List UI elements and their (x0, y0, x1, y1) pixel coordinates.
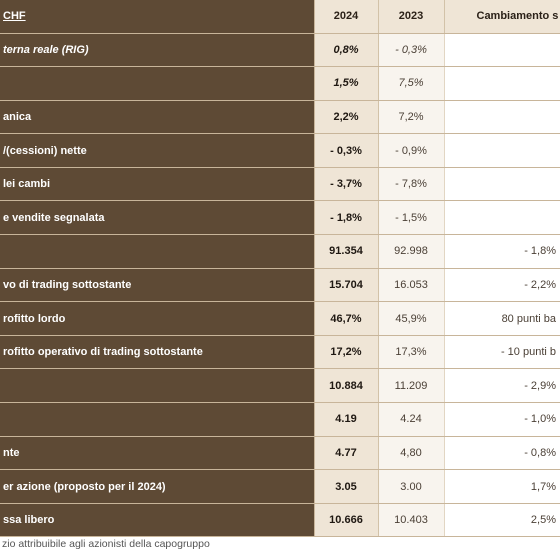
change-cell (444, 33, 560, 68)
footnote: zio attribuibile agli azionisti della ca… (2, 538, 210, 550)
value-2024-cell: 10.666 (314, 503, 379, 538)
table-row: 1,5% 7,5% (0, 66, 560, 101)
value-2023-cell: 16.053 (378, 268, 445, 303)
change-cell: 1,7% (444, 469, 560, 504)
value-2023-cell: 17,3% (378, 335, 445, 370)
table-row: 91.354 92.998- 1,8% (0, 234, 560, 269)
change-cell (444, 200, 560, 236)
header-change: Cambiamento s (444, 0, 560, 34)
table-row: vo di trading sottostante 15.704 16.053- 2… (0, 268, 560, 303)
change-cell: - 2,2% (444, 268, 560, 303)
value-2023-cell: - 7,8% (378, 167, 445, 202)
table-row: terna reale (RIG) 0,8% - 0,3% (0, 33, 560, 68)
row-label-cell: rofitto lordo (0, 301, 315, 336)
value-2024-cell: 91.354 (314, 234, 379, 269)
header-label-cell: CHF (0, 0, 315, 34)
value-2024-cell: 2,2% (314, 100, 379, 135)
row-label-cell: rofitto operativo di trading sottostante (0, 335, 315, 370)
row-label-cell (0, 368, 315, 404)
value-2023-cell: 7,5% (378, 66, 445, 101)
header-year-2023: 2023 (378, 0, 445, 34)
change-cell: - 1,0% (444, 402, 560, 437)
value-2023-cell: 3.00 (378, 469, 445, 504)
value-2023-cell: 10.403 (378, 503, 445, 538)
financial-table: CHF 2024 2023 Cambiamento s terna reale … (0, 0, 560, 538)
change-cell: - 10 punti b (444, 335, 560, 370)
row-label-cell (0, 234, 315, 269)
header-year-2024: 2024 (314, 0, 379, 34)
table-header-row: CHF 2024 2023 Cambiamento s (0, 0, 560, 34)
table-row: er azione (proposto per il 2024) 3.05 3.00… (0, 469, 560, 504)
value-2023-cell: 4.24 (378, 402, 445, 437)
change-cell (444, 167, 560, 202)
value-2024-cell: 10.884 (314, 368, 379, 404)
row-label-cell: ssa libero (0, 503, 315, 538)
value-2024-cell: 3.05 (314, 469, 379, 504)
row-label-cell: /(cessioni) nette (0, 133, 315, 168)
value-2024-cell: - 1,8% (314, 200, 379, 236)
change-cell: 2,5% (444, 503, 560, 538)
row-label-cell (0, 66, 315, 101)
row-label-cell: terna reale (RIG) (0, 33, 315, 68)
value-2024-cell: 4.19 (314, 402, 379, 437)
change-cell (444, 133, 560, 168)
row-label-cell (0, 402, 315, 437)
value-2023-cell: 92.998 (378, 234, 445, 269)
table-row: nte 4.77 4,80- 0,8% (0, 436, 560, 471)
value-2023-cell: - 0,3% (378, 33, 445, 68)
table-row: 4.19 4.24- 1,0% (0, 402, 560, 437)
value-2023-cell: 4,80 (378, 436, 445, 471)
row-label-cell: vo di trading sottostante (0, 268, 315, 303)
value-2024-cell: 1,5% (314, 66, 379, 101)
table-row: /(cessioni) nette - 0,3% - 0,9% (0, 133, 560, 168)
table-row: anica 2,2% 7,2% (0, 100, 560, 135)
row-label-cell: nte (0, 436, 315, 471)
value-2023-cell: 45,9% (378, 301, 445, 336)
change-cell: - 2,9% (444, 368, 560, 404)
table-row: rofitto lordo 46,7% 45,9% 80 punti ba (0, 301, 560, 336)
table-row: 10.884 11.209- 2,9% (0, 368, 560, 404)
value-2023-cell: - 1,5% (378, 200, 445, 236)
value-2024-cell: 46,7% (314, 301, 379, 336)
value-2023-cell: 7,2% (378, 100, 445, 135)
change-cell (444, 100, 560, 135)
value-2023-cell: 11.209 (378, 368, 445, 404)
row-label-cell: e vendite segnalata (0, 200, 315, 236)
value-2024-cell: 17,2% (314, 335, 379, 370)
value-2024-cell: 15.704 (314, 268, 379, 303)
value-2024-cell: 0,8% (314, 33, 379, 68)
change-cell: 80 punti ba (444, 301, 560, 336)
value-2023-cell: - 0,9% (378, 133, 445, 168)
value-2024-cell: - 3,7% (314, 167, 379, 202)
value-2024-cell: 4.77 (314, 436, 379, 471)
row-label-cell: er azione (proposto per il 2024) (0, 469, 315, 504)
table-row: ssa libero 10.666 10.403 2,5% (0, 503, 560, 538)
table-row: e vendite segnalata - 1,8% - 1,5% (0, 200, 560, 236)
change-cell (444, 66, 560, 101)
table-row: rofitto operativo di trading sottostante… (0, 335, 560, 370)
change-cell: - 1,8% (444, 234, 560, 269)
table-body: terna reale (RIG) 0,8% - 0,3% 1,5% 7,5% anica… (0, 33, 560, 538)
row-label-cell: anica (0, 100, 315, 135)
value-2024-cell: - 0,3% (314, 133, 379, 168)
row-label-cell: lei cambi (0, 167, 315, 202)
table-row: lei cambi - 3,7% - 7,8% (0, 167, 560, 202)
change-cell: - 0,8% (444, 436, 560, 471)
